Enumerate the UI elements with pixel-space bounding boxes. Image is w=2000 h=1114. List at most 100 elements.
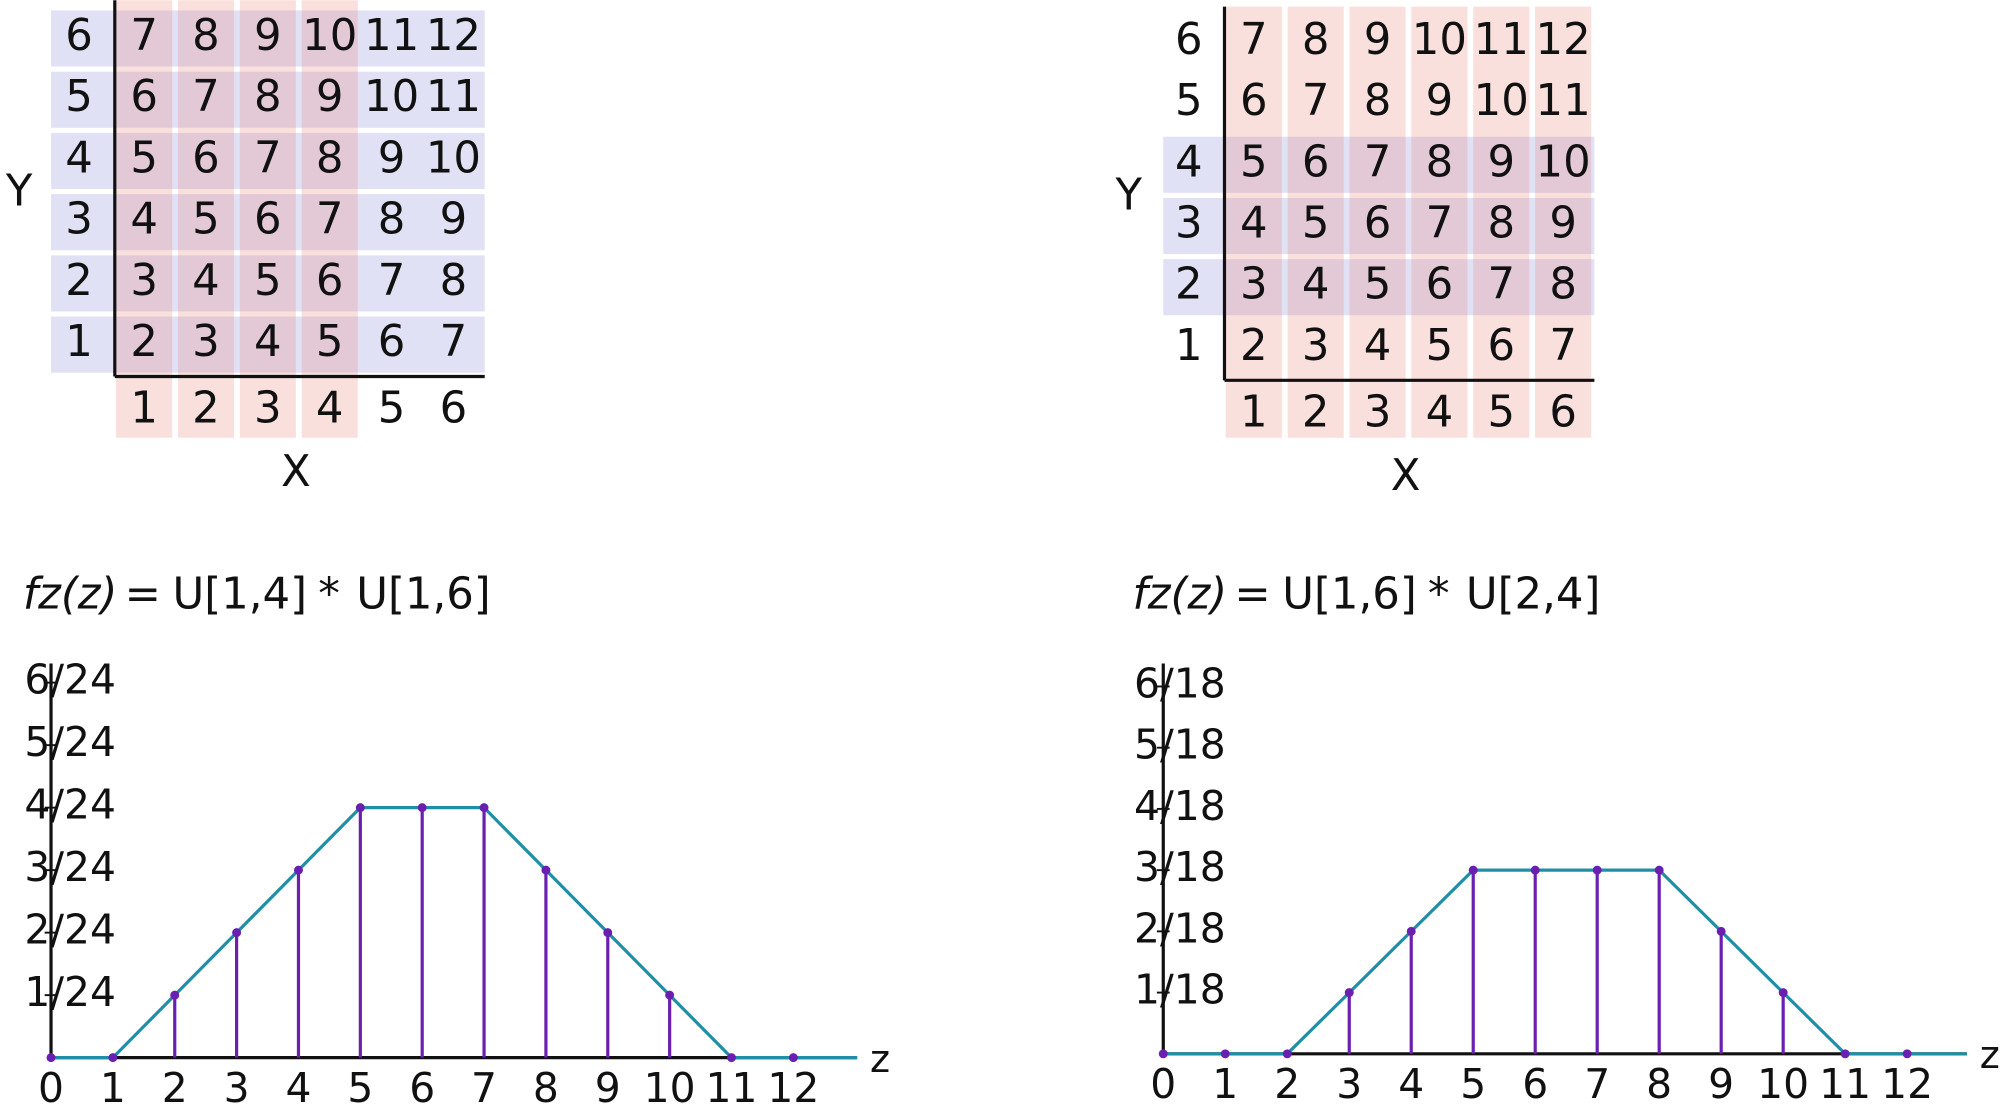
x-axis-label: X bbox=[1391, 451, 1421, 501]
point bbox=[1654, 865, 1664, 875]
x-tick-label: 0 bbox=[1150, 1060, 1176, 1108]
cell: 8 bbox=[1426, 137, 1454, 187]
formula-equals: = bbox=[1234, 570, 1270, 620]
column-label: 1 bbox=[1240, 387, 1268, 437]
x-tick-label: 10 bbox=[1757, 1060, 1809, 1108]
x-tick-label: 9 bbox=[595, 1064, 621, 1112]
row-label: 2 bbox=[65, 256, 93, 306]
x-tick-label: 8 bbox=[1646, 1060, 1672, 1108]
cell: 7 bbox=[254, 133, 282, 183]
cell: 10 bbox=[1474, 76, 1529, 126]
formula-second: U[2,4] bbox=[1466, 570, 1601, 620]
cell: 9 bbox=[1487, 137, 1515, 187]
point bbox=[294, 865, 303, 875]
cell: 9 bbox=[440, 195, 468, 245]
cell: 3 bbox=[1302, 321, 1330, 371]
cell: 11 bbox=[364, 11, 419, 61]
point bbox=[1902, 1049, 1912, 1059]
cell: 8 bbox=[378, 195, 406, 245]
cell: 3 bbox=[130, 256, 158, 306]
cell: 7 bbox=[378, 256, 406, 306]
column-highlight bbox=[1411, 6, 1468, 438]
cell: 7 bbox=[130, 11, 158, 61]
row-label: 1 bbox=[65, 317, 93, 367]
column-label: 3 bbox=[1364, 387, 1392, 437]
cell: 4 bbox=[1240, 199, 1268, 249]
cell: 7 bbox=[1302, 76, 1330, 126]
row-label: 2 bbox=[1175, 260, 1203, 310]
cell: 6 bbox=[1426, 260, 1454, 310]
cell: 2 bbox=[130, 317, 158, 367]
cell: 5 bbox=[192, 195, 220, 245]
cell: 5 bbox=[1426, 321, 1454, 371]
column-label: 2 bbox=[1302, 387, 1330, 437]
point bbox=[1840, 1049, 1850, 1059]
density-line bbox=[51, 806, 858, 1060]
cell: 6 bbox=[1487, 321, 1515, 371]
row-label: 6 bbox=[65, 11, 93, 61]
row-highlight bbox=[51, 255, 485, 312]
cell: 7 bbox=[1487, 260, 1515, 310]
point bbox=[788, 1053, 798, 1063]
column-highlight bbox=[301, 0, 358, 438]
point bbox=[727, 1053, 736, 1063]
cell: 5 bbox=[316, 317, 344, 367]
cell: 9 bbox=[316, 72, 344, 122]
cell: 9 bbox=[1549, 199, 1577, 249]
point bbox=[1282, 1049, 1292, 1059]
row-label: 4 bbox=[65, 133, 93, 183]
x-tick-label: 9 bbox=[1708, 1060, 1734, 1108]
cell: 9 bbox=[1426, 76, 1454, 126]
cell: 10 bbox=[364, 72, 419, 122]
cell: 6 bbox=[130, 72, 158, 122]
row-label: 3 bbox=[65, 195, 93, 245]
column-highlight bbox=[1225, 6, 1282, 438]
row-highlight bbox=[51, 194, 485, 251]
column-label: 3 bbox=[254, 383, 282, 433]
x-tick-label: 4 bbox=[285, 1064, 311, 1112]
cell: 4 bbox=[1364, 321, 1392, 371]
cell: 3 bbox=[192, 317, 220, 367]
cell: 5 bbox=[1240, 137, 1268, 187]
point bbox=[1220, 1049, 1230, 1059]
formula-first: U[1,6] bbox=[1282, 570, 1417, 620]
point bbox=[170, 990, 180, 1000]
cell: 7 bbox=[440, 317, 468, 367]
column-label: 4 bbox=[316, 383, 344, 433]
cell: 7 bbox=[316, 195, 344, 245]
y-tick-label: 6/18 bbox=[1134, 659, 1226, 707]
row-highlight bbox=[51, 316, 485, 373]
x-tick-label: 1 bbox=[1212, 1060, 1238, 1108]
cell: 7 bbox=[1240, 15, 1268, 65]
y-tick-label: 5/24 bbox=[24, 718, 116, 766]
point bbox=[541, 865, 551, 875]
row-label: 5 bbox=[1175, 76, 1203, 126]
x-tick-label: 10 bbox=[644, 1064, 696, 1112]
formula-op: * bbox=[1428, 570, 1450, 620]
point bbox=[417, 803, 427, 813]
y-tick-label: 1/18 bbox=[1134, 966, 1226, 1014]
cell: 6 bbox=[1364, 199, 1392, 249]
x-axis-label: z bbox=[870, 1037, 890, 1082]
x-tick-label: 5 bbox=[347, 1064, 373, 1112]
cell: 8 bbox=[440, 256, 468, 306]
cell: 8 bbox=[1487, 199, 1515, 249]
formula-second: U[1,6] bbox=[356, 570, 491, 620]
y-axis-label: Y bbox=[1115, 170, 1143, 220]
cell: 10 bbox=[302, 11, 357, 61]
cell: 3 bbox=[1240, 260, 1268, 310]
x-tick-label: 6 bbox=[1522, 1060, 1548, 1108]
y-tick-label: 5/18 bbox=[1134, 721, 1226, 769]
row-highlight bbox=[51, 10, 485, 67]
row-label: 1 bbox=[1175, 321, 1203, 371]
y-tick-label: 2/18 bbox=[1134, 904, 1226, 952]
x-tick-label: 12 bbox=[767, 1064, 819, 1112]
y-tick-label: 3/24 bbox=[24, 843, 116, 891]
point bbox=[1468, 865, 1478, 875]
cell: 10 bbox=[1536, 137, 1591, 187]
formula-op: * bbox=[318, 570, 340, 620]
point bbox=[46, 1053, 56, 1063]
cell: 7 bbox=[1364, 137, 1392, 187]
point bbox=[603, 928, 613, 938]
point bbox=[1778, 988, 1788, 998]
